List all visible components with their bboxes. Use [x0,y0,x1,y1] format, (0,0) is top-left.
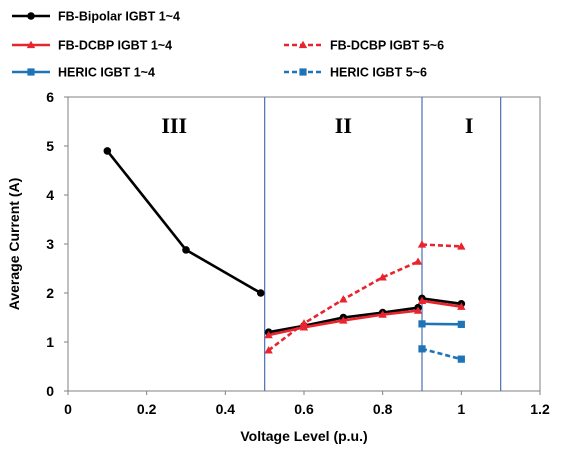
data-point [457,355,465,363]
x-tick-label: 0.4 [216,401,236,417]
y-tick-label: 4 [46,187,54,203]
legend-entry: FB-DCBP IGBT 5~6 [284,39,444,53]
legend-marker [27,12,35,20]
data-point [413,306,423,314]
data-point [339,316,348,324]
legend-marker [299,68,307,76]
x-tick-label: 1 [457,401,465,417]
legend-label: FB-DCBP IGBT 5~6 [330,39,444,53]
series-line [106,150,262,295]
y-tick-label: 1 [46,334,54,350]
series-1 [264,296,466,339]
data-point [264,330,273,339]
legend-label: FB-Bipolar IGBT 1~4 [58,10,180,24]
series-line [421,243,462,248]
data-point [418,320,426,328]
series-2 [264,240,466,354]
data-point [457,242,466,250]
region-label: III [161,113,187,138]
legend-marker [27,68,35,76]
legend-label: HERIC IGBT 1~4 [58,66,155,80]
region-label: II [335,113,352,138]
x-tick-label: 0.2 [137,401,157,417]
x-axis-title: Voltage Level (p.u.) [240,428,367,444]
legend-entry: HERIC IGBT 5~6 [284,66,427,80]
region-label: I [465,113,474,138]
x-tick-label: 0 [64,401,72,417]
data-point [299,323,309,331]
x-tick-label: 1.2 [530,401,550,417]
series-line [267,260,419,352]
y-tick-label: 6 [46,89,54,105]
data-point [378,273,387,281]
data-point [417,240,427,248]
data-point [457,302,466,310]
legend-label: FB-DCBP IGBT 1~4 [58,39,172,53]
x-tick-label: 0.6 [294,401,314,417]
y-tick-label: 5 [46,138,54,154]
data-point [418,345,426,353]
data-point [264,346,273,354]
data-point [299,319,309,327]
series-4 [418,345,465,363]
plot-frame [67,96,541,392]
legend-entry: HERIC IGBT 1~4 [12,66,155,80]
data-point [413,257,423,265]
legend-entry: FB-DCBP IGBT 1~4 [12,39,172,53]
data-point [182,246,190,254]
x-tick-label: 0.8 [373,401,393,417]
legend-label: HERIC IGBT 5~6 [330,66,427,80]
series-0 [103,147,466,337]
data-point [256,289,265,297]
legend: FB-Bipolar IGBT 1~4 FB-DCBP IGBT 1~4 FB-DC… [12,10,444,80]
data-point [103,147,112,155]
data-point [339,295,348,303]
y-axis-title: Average Current (A) [6,178,22,311]
legend-entry: FB-Bipolar IGBT 1~4 [12,10,180,24]
data-point [417,296,427,304]
series-3 [418,320,465,328]
y-tick-label: 3 [46,236,54,252]
series-line [421,297,462,306]
data-point [378,310,387,318]
y-tick-label: 2 [46,285,54,301]
series-line [421,347,462,361]
data-point [457,320,465,328]
y-tick-label: 0 [46,383,54,399]
series-line [421,299,462,309]
legend-marker [298,40,308,49]
legend-marker [26,40,36,49]
